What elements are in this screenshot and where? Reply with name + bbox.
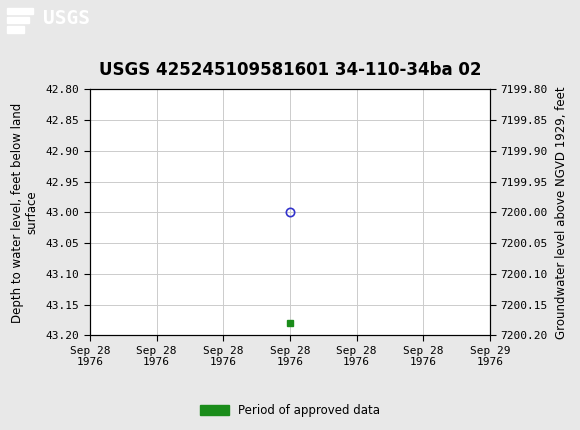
Bar — [7, 8, 33, 14]
Text: USGS: USGS — [44, 9, 90, 28]
Y-axis label: Groundwater level above NGVD 1929, feet: Groundwater level above NGVD 1929, feet — [554, 86, 568, 339]
Bar — [7, 17, 29, 24]
Legend: Period of approved data: Period of approved data — [195, 399, 385, 422]
Text: USGS 425245109581601 34-110-34ba 02: USGS 425245109581601 34-110-34ba 02 — [99, 61, 481, 79]
Bar — [7, 27, 24, 33]
Y-axis label: Depth to water level, feet below land
surface: Depth to water level, feet below land su… — [11, 102, 39, 322]
